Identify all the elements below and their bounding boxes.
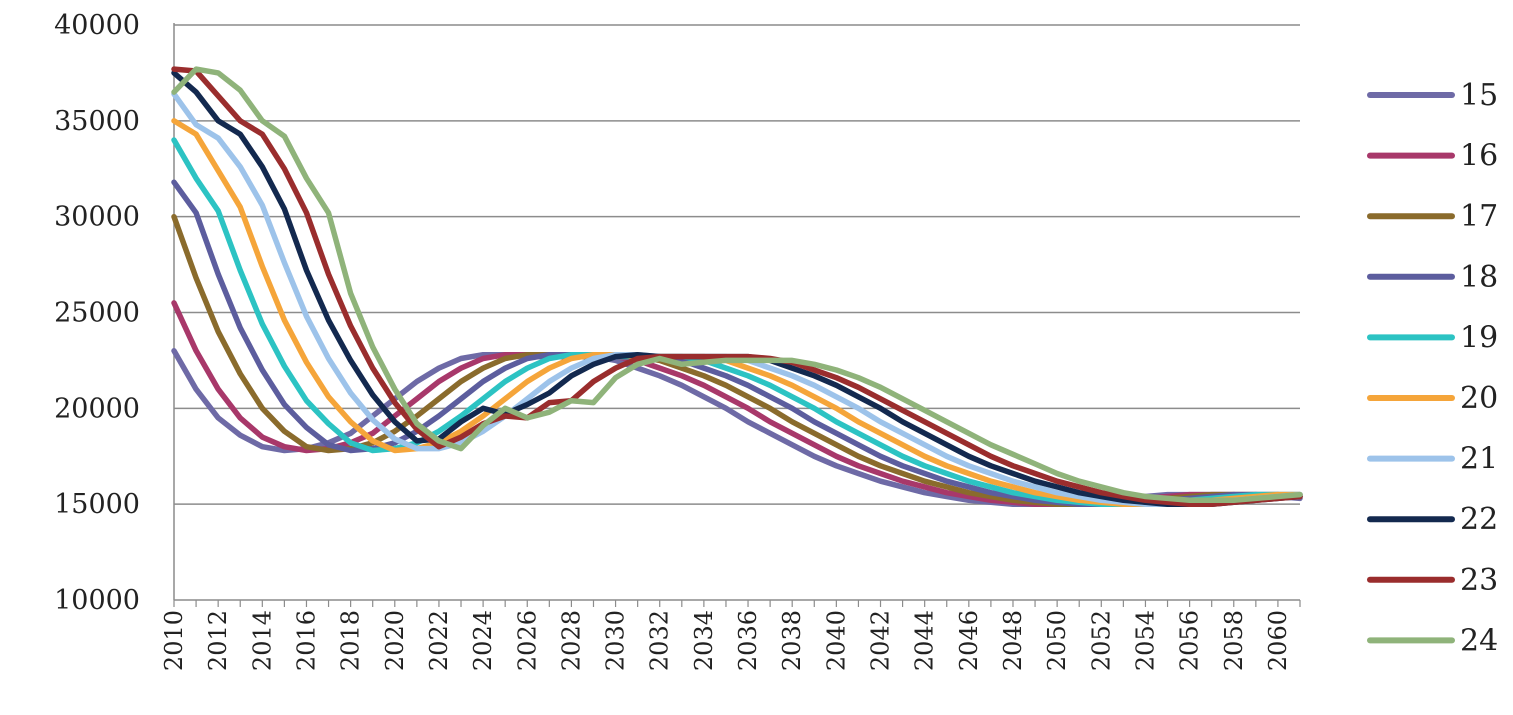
- y-tick-label: 20000: [54, 393, 140, 424]
- x-tick-label: 2054: [1131, 610, 1159, 671]
- legend-label: 16: [1460, 139, 1498, 174]
- legend-item-15: 15: [1367, 78, 1498, 113]
- x-tick-label: 2042: [867, 610, 895, 671]
- legend-label: 23: [1460, 563, 1498, 598]
- legend-label: 17: [1460, 199, 1498, 234]
- x-tick-label: 2010: [160, 610, 188, 671]
- y-axis-tick-labels: 10000 15000 20000 25000 30000 35000 40000: [54, 10, 140, 616]
- series-line-23: [171, 66, 1303, 507]
- legend-label: 19: [1460, 320, 1498, 355]
- x-tick-label: 2044: [911, 610, 939, 671]
- x-tick-label: 2056: [1176, 610, 1204, 671]
- x-tick-label: 2026: [513, 610, 541, 671]
- x-tick-label: 2032: [646, 610, 674, 671]
- y-tick-label: 25000: [54, 298, 140, 329]
- legend-item-23: 23: [1367, 563, 1498, 598]
- series-line-16: [171, 300, 1303, 507]
- y-tick-label: 40000: [54, 10, 140, 41]
- x-tick-label: 2036: [734, 610, 762, 671]
- x-tick-label: 2024: [469, 610, 497, 671]
- x-tick-label: 2022: [425, 610, 453, 671]
- x-tick-label: 2030: [602, 610, 630, 671]
- x-tick-label: 2040: [822, 610, 850, 671]
- y-tick-label: 15000: [54, 489, 140, 520]
- legend-item-24: 24: [1367, 623, 1498, 658]
- legend-item-19: 19: [1367, 320, 1498, 355]
- x-tick-label: 2046: [955, 610, 983, 671]
- x-tick-label: 2020: [381, 610, 409, 671]
- legend-item-21: 21: [1367, 442, 1498, 477]
- legend-item-16: 16: [1367, 139, 1498, 174]
- legend-label: 15: [1460, 78, 1498, 113]
- legend-label: 18: [1460, 260, 1498, 295]
- legend-label: 21: [1460, 442, 1498, 477]
- legend-item-20: 20: [1367, 381, 1498, 416]
- series-lines: [171, 66, 1303, 507]
- x-tick-label: 2060: [1264, 610, 1292, 671]
- legend-item-18: 18: [1367, 260, 1498, 295]
- x-tick-label: 2058: [1220, 610, 1248, 671]
- y-tick-label: 35000: [54, 106, 140, 137]
- x-tick-label: 2050: [1043, 610, 1071, 671]
- x-tick-label: 2016: [292, 610, 320, 671]
- y-tick-label: 10000: [54, 585, 140, 616]
- legend-item-22: 22: [1367, 502, 1498, 537]
- axes: [173, 23, 1301, 607]
- legend-item-17: 17: [1367, 199, 1498, 234]
- legend: 15 16 17 18 19 20 21 22 23 24: [1367, 78, 1498, 658]
- legend-label: 22: [1460, 502, 1498, 537]
- x-tick-label: 2038: [778, 610, 806, 671]
- x-tick-label: 2028: [557, 610, 585, 671]
- x-tick-label: 2018: [337, 610, 365, 671]
- x-axis-tick-labels: 2010 2012 2014 2016 2018 2020 2022 2024 2026 2028…: [160, 610, 1292, 671]
- x-tick-label: 2048: [999, 610, 1027, 671]
- x-tick-label: 2052: [1087, 610, 1115, 671]
- x-tick-label: 2034: [690, 610, 718, 671]
- legend-label: 20: [1460, 381, 1498, 416]
- x-tick-label: 2012: [204, 610, 232, 671]
- legend-label: 24: [1460, 623, 1498, 658]
- x-tick-label: 2014: [248, 610, 276, 671]
- series-line-24: [171, 66, 1303, 504]
- y-tick-label: 30000: [54, 202, 140, 233]
